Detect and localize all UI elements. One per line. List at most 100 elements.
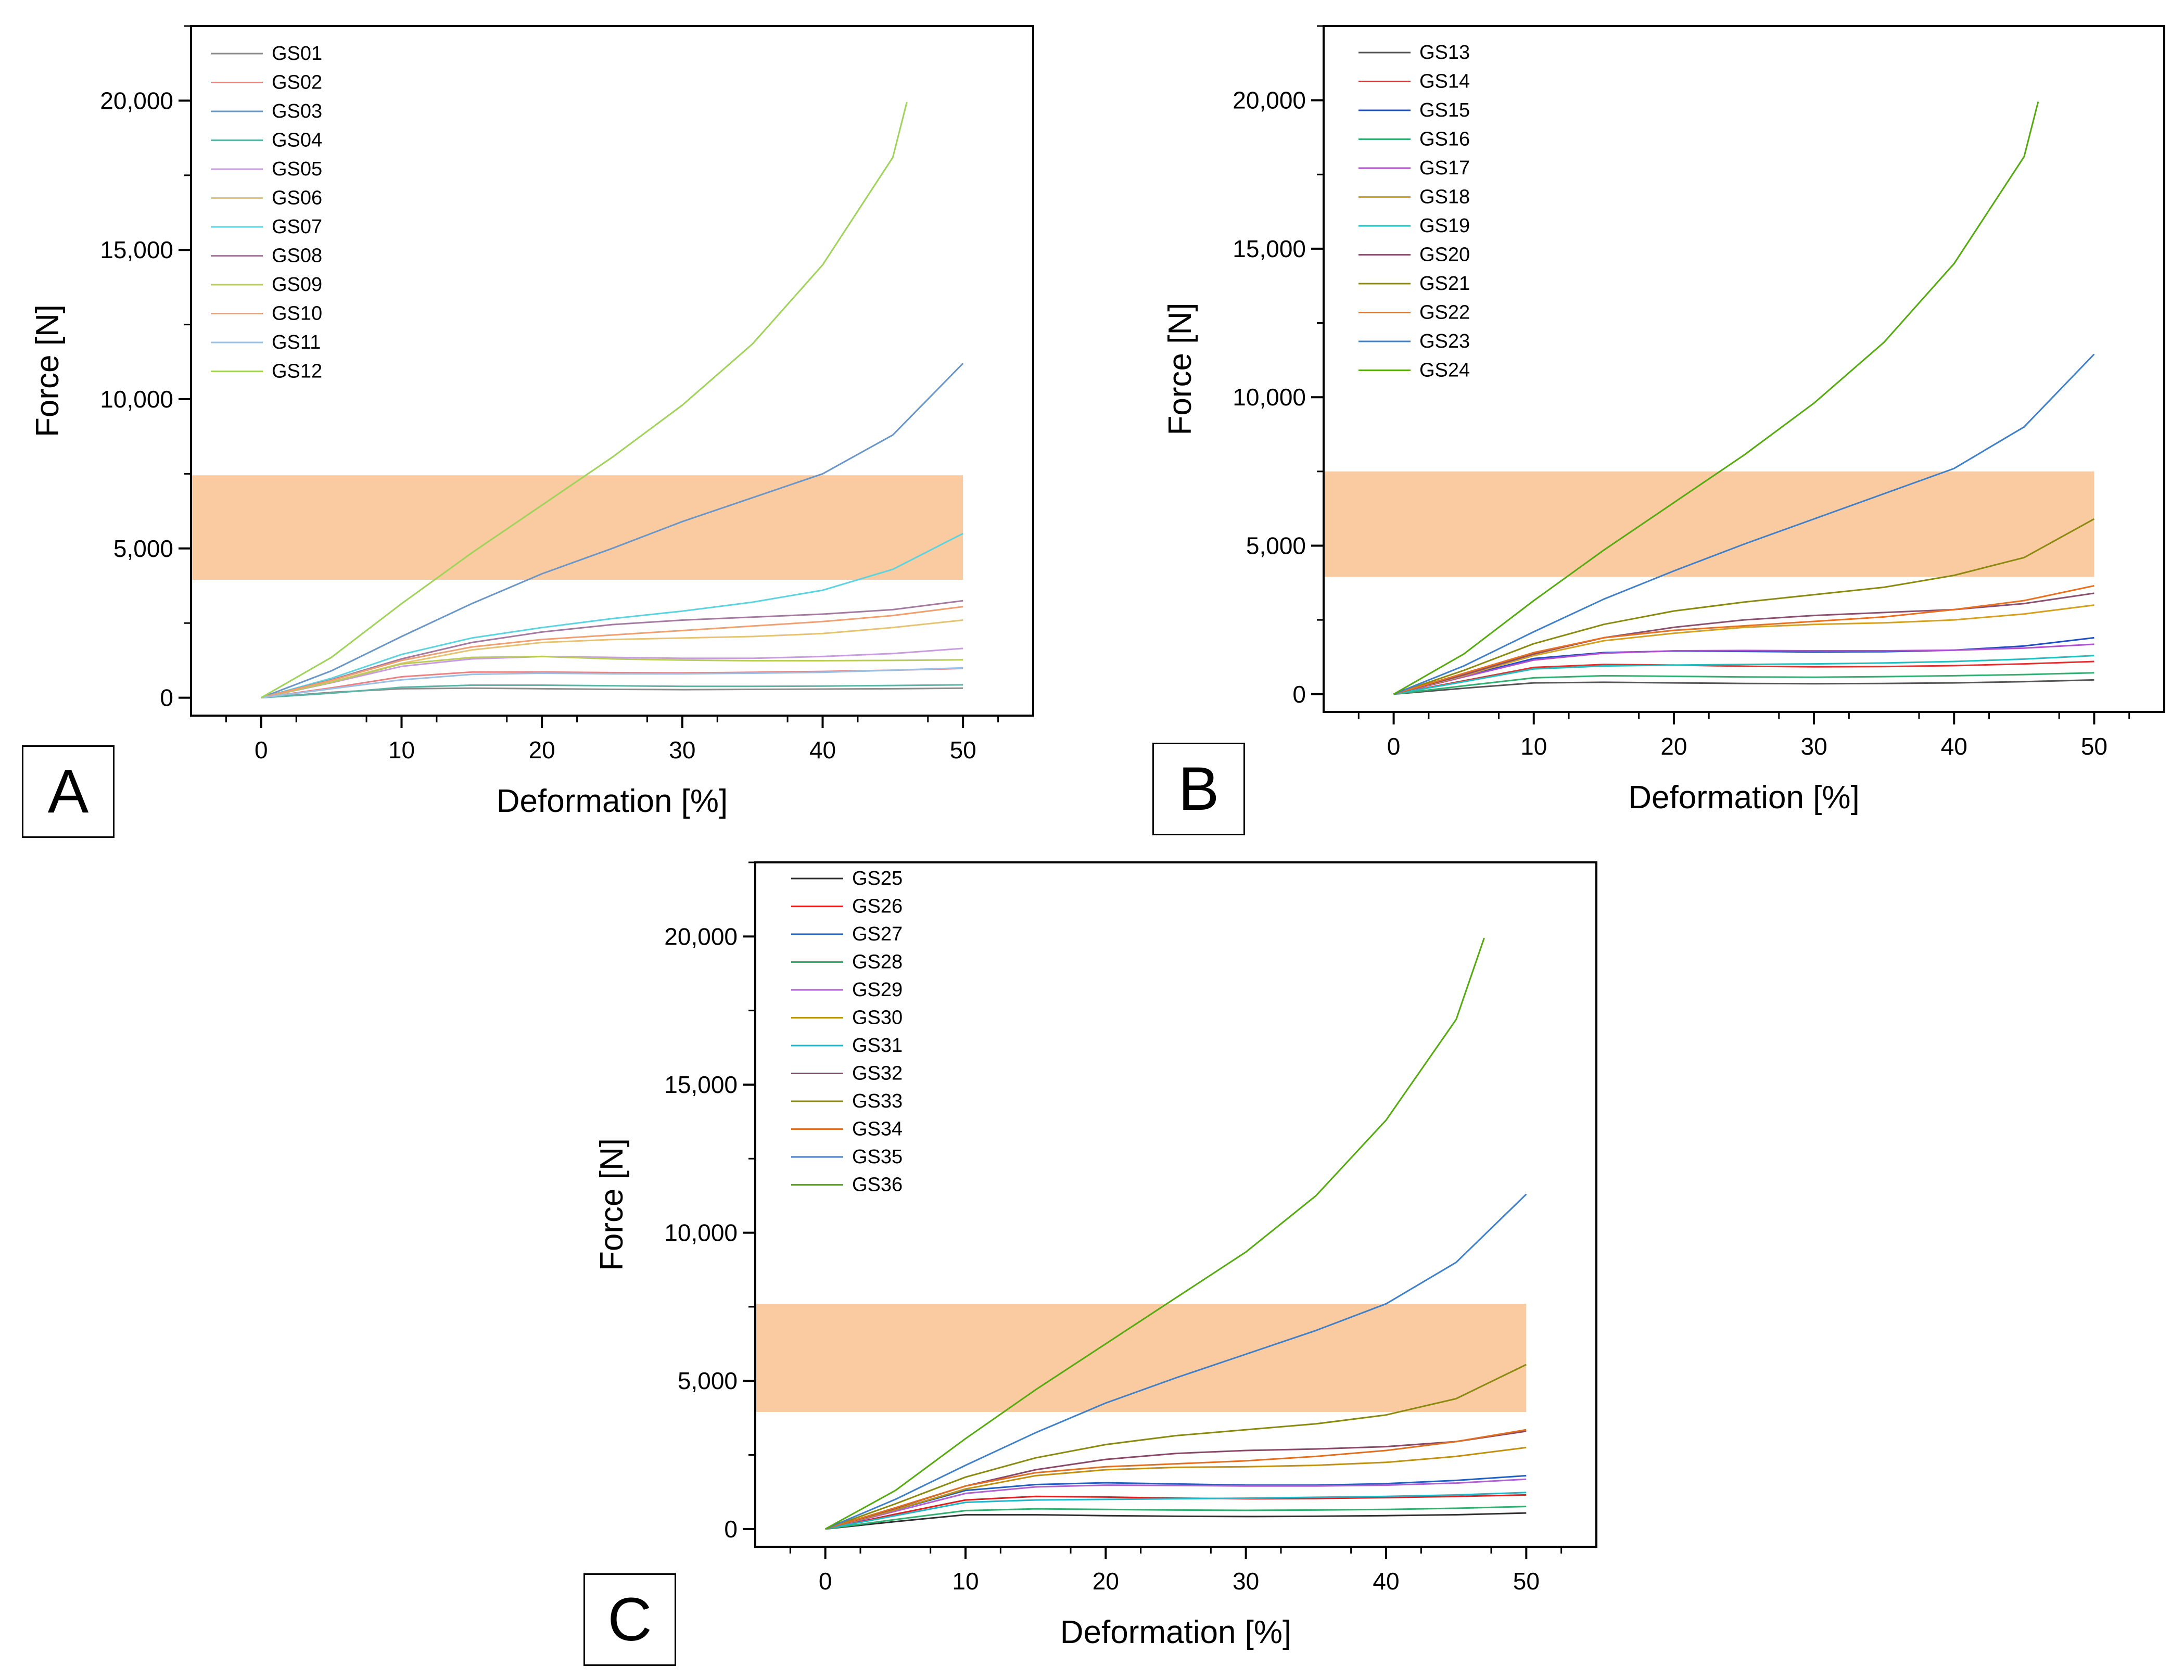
x-tick-label: 50 — [950, 736, 976, 763]
legend-label-gs11: GS11 — [272, 332, 321, 353]
legend-label-gs05: GS05 — [272, 158, 322, 180]
panel-label-b: B — [1152, 743, 1245, 835]
series-line-gs27 — [825, 1474, 1527, 1530]
y-tick-label: 20,000 — [664, 923, 738, 950]
y-tick-label: 0 — [724, 1516, 738, 1543]
legend-label-gs19: GS19 — [1419, 215, 1470, 237]
y-tick-label: 10,000 — [1233, 384, 1306, 411]
series-line-gs30 — [825, 1446, 1527, 1530]
series-line-gs13 — [1393, 679, 2094, 695]
legend-label-gs08: GS08 — [272, 245, 322, 267]
legend-label-gs27: GS27 — [852, 923, 903, 945]
plot-area — [755, 862, 1596, 1547]
legend-label-gs26: GS26 — [852, 896, 903, 918]
x-tick-label: 10 — [388, 736, 415, 763]
legend-label-gs04: GS04 — [272, 130, 322, 151]
y-axis-label: Force [N] — [594, 1138, 630, 1271]
x-tick-label: 20 — [1093, 1568, 1119, 1595]
x-tick-label: 40 — [1941, 733, 1967, 760]
series-line-gs33 — [825, 1364, 1527, 1530]
y-axis-label: Force [N] — [30, 304, 66, 437]
x-tick-label: 50 — [1513, 1568, 1540, 1595]
legend-label-gs36: GS36 — [852, 1174, 903, 1196]
x-tick-label: 20 — [1660, 733, 1687, 760]
series-line-gs12 — [261, 101, 908, 698]
plot-frame — [190, 25, 1034, 717]
legend-label-gs23: GS23 — [1419, 330, 1470, 352]
legend-label-gs09: GS09 — [272, 274, 322, 296]
series-line-gs24 — [1393, 101, 2039, 695]
target-force-band — [191, 475, 963, 580]
x-tick-label: 0 — [255, 736, 268, 763]
series-line-gs35 — [825, 1193, 1527, 1530]
y-tick-label: 15,000 — [100, 236, 173, 263]
x-axis-label: Deformation [%] — [497, 783, 728, 819]
series-line-gs31 — [825, 1492, 1527, 1530]
legend-label-gs14: GS14 — [1419, 71, 1470, 93]
legend-label-gs12: GS12 — [272, 361, 322, 383]
target-force-band — [755, 1304, 1527, 1412]
x-tick-label: 10 — [952, 1568, 979, 1595]
legend-label-gs10: GS10 — [272, 303, 322, 325]
panel-label-a: A — [22, 745, 115, 838]
series-line-gs09 — [261, 655, 963, 699]
legend-label-gs30: GS30 — [852, 1007, 903, 1029]
panel-label-c: C — [583, 1573, 676, 1666]
series-line-gs28 — [825, 1506, 1527, 1530]
legend-label-gs20: GS20 — [1419, 244, 1470, 266]
x-tick-label: 30 — [1233, 1568, 1259, 1595]
series-line-gs22 — [1393, 585, 2094, 695]
y-tick-label: 5,000 — [1246, 532, 1306, 559]
y-tick-label: 5,000 — [113, 535, 173, 562]
series-line-gs20 — [1393, 592, 2094, 695]
legend-label-gs13: GS13 — [1419, 42, 1470, 63]
series-line-gs04 — [261, 684, 963, 699]
series-line-gs18 — [1393, 604, 2094, 695]
series-line-gs17 — [1393, 643, 2094, 695]
series-line-gs29 — [825, 1478, 1527, 1530]
series-line-gs07 — [261, 532, 963, 699]
legend-label-gs16: GS16 — [1419, 129, 1470, 150]
series-line-gs16 — [1393, 672, 2094, 695]
series-line-gs19 — [1393, 655, 2094, 695]
legend-label-gs01: GS01 — [272, 43, 322, 65]
y-tick-label: 15,000 — [1233, 235, 1306, 262]
series-line-gs36 — [824, 937, 1485, 1530]
series-line-gs08 — [261, 600, 963, 699]
legend-label-gs07: GS07 — [272, 216, 322, 238]
plot-frame — [754, 861, 1597, 1548]
x-tick-label: 20 — [529, 736, 555, 763]
legend-label-gs15: GS15 — [1419, 99, 1470, 121]
x-tick-label: 30 — [1800, 733, 1827, 760]
legend-label-gs18: GS18 — [1419, 186, 1470, 208]
chart-panel-c: 0 10 20 30 40 50 0 5,000 10,000 15,000 20,000 Defor… — [594, 861, 1597, 1650]
legend-label-gs25: GS25 — [852, 868, 903, 889]
legend-label-gs22: GS22 — [1419, 302, 1470, 324]
chart-panel-a: 0 10 20 30 40 50 0 5,000 10,000 15,000 20,000 Defor… — [30, 25, 1034, 819]
x-tick-label: 0 — [1387, 733, 1401, 760]
plot-area — [191, 26, 1033, 716]
plot-area — [1324, 26, 2164, 712]
legend-label-gs02: GS02 — [272, 72, 322, 94]
y-axis-label: Force [N] — [1162, 303, 1198, 436]
series-line-gs34 — [825, 1429, 1527, 1530]
series-line-gs25 — [825, 1512, 1527, 1530]
y-tick-label: 20,000 — [100, 87, 173, 114]
legend-label-gs33: GS33 — [852, 1090, 903, 1112]
plot-frame — [1323, 25, 2165, 713]
y-tick-label: 20,000 — [1233, 87, 1306, 114]
series-line-gs11 — [261, 667, 963, 699]
legend-label-gs03: GS03 — [272, 100, 322, 122]
y-tick-label: 10,000 — [100, 386, 173, 413]
x-tick-label: 0 — [819, 1568, 832, 1595]
y-tick-label: 0 — [1292, 681, 1306, 708]
x-tick-label: 30 — [669, 736, 695, 763]
y-tick-label: 10,000 — [664, 1219, 738, 1246]
legend-label-gs31: GS31 — [852, 1035, 903, 1057]
x-axis-label: Deformation [%] — [1060, 1614, 1292, 1650]
legend-label-gs06: GS06 — [272, 187, 322, 209]
series-line-gs14 — [1393, 660, 2094, 695]
legend-label-gs24: GS24 — [1419, 360, 1470, 381]
target-force-band — [1324, 471, 2094, 577]
